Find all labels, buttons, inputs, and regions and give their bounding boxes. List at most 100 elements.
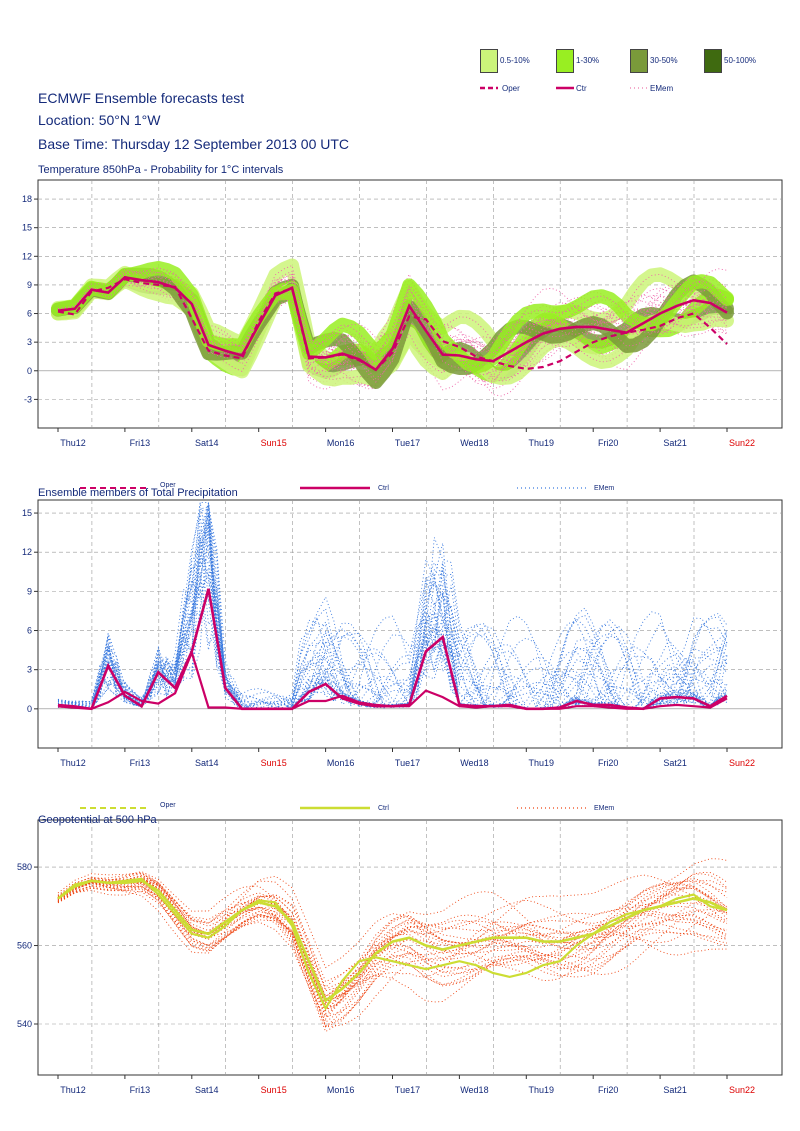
- chart-1-ensemble-member: [57, 513, 728, 710]
- chart-2-ensemble-member: [57, 875, 728, 983]
- chart-2-ensemble-member: [57, 889, 728, 1028]
- chart-1-ctrl-line: [57, 588, 728, 711]
- chart-2-oper-line: [57, 877, 728, 1011]
- legend-swatch-3: [704, 49, 722, 73]
- chart-0-xlabel-Fri13: Fri13: [130, 438, 151, 448]
- chart-0-xlabel-Mon16: Mon16: [327, 438, 355, 448]
- chart-1-ensemble-member: [57, 522, 728, 710]
- chart-1-xlabel-Tue17: Tue17: [395, 758, 420, 768]
- chart-2-ensemble-member: [57, 883, 728, 1033]
- chart-1-frame: [37, 499, 783, 749]
- chart-2-ensemble-member: [57, 878, 728, 990]
- legend-swatch-1: [556, 49, 574, 73]
- chart-0-xlabel-Fri20: Fri20: [598, 438, 619, 448]
- chart-1-ensemble-member: [57, 539, 728, 710]
- chart-1-ensemble-member: [57, 502, 728, 710]
- chart-1-xlabel-Thu12: Thu12: [60, 758, 86, 768]
- chart-1-ensemble-member: [57, 506, 728, 710]
- chart-2-ensemble-member: [57, 885, 728, 1028]
- chart-0-ensemble-member: [57, 270, 728, 369]
- chart-0-prob-band: [51, 261, 734, 374]
- chart-2-xlabel-Tue17: Tue17: [395, 1085, 420, 1095]
- chart-2-legend-ctrl-label: Ctrl: [378, 805, 389, 812]
- chart-2-ylabel: 560: [17, 941, 32, 951]
- chart-1-ensemble-member: [57, 502, 728, 710]
- chart-1-ylabel: 9: [27, 586, 32, 596]
- chart-1-legend-emem-label: EMem: [594, 485, 614, 492]
- chart-0-xlabel-Thu19: Thu19: [529, 438, 555, 448]
- chart-2-xlabel-Fri13: Fri13: [130, 1085, 151, 1095]
- chart-0-ylabel: 15: [22, 223, 32, 233]
- chart-1-ensemble-member: [57, 586, 728, 710]
- chart-1-ensemble-member: [57, 535, 728, 710]
- chart-1-ensemble-member: [57, 520, 728, 710]
- legend-label-2: 30-50%: [650, 56, 678, 65]
- chart-0-ylabel: 3: [27, 337, 32, 347]
- chart-1-xlabel-Sun15: Sun15: [261, 758, 287, 768]
- chart-0-ensemble-member: [57, 282, 728, 382]
- chart-1-ensemble-member: [57, 582, 728, 710]
- chart-0-ylabel: 12: [22, 251, 32, 261]
- chart-2-xlabel-Sat21: Sat21: [663, 1085, 687, 1095]
- chart-0-oper-line: [57, 278, 728, 372]
- chart-1-title: Ensemble members of Total Precipitation: [38, 487, 238, 499]
- chart-0-xlabel-Wed18: Wed18: [460, 438, 488, 448]
- chart-1-ensemble-member: [57, 567, 728, 710]
- chart-0-ensemble-member: [57, 268, 728, 360]
- chart-2-xlabel-Fri20: Fri20: [598, 1085, 619, 1095]
- chart-0-xlabel-Sat14: Sat14: [195, 438, 219, 448]
- chart-1-xlabel-Sun22: Sun22: [729, 758, 755, 768]
- legend-oper-label: Oper: [502, 84, 520, 93]
- legend-swatch-0: [480, 49, 498, 73]
- chart-1-ensemble-member: [57, 562, 728, 710]
- chart-2-frame: [37, 819, 783, 1076]
- chart-0-xlabel-Sun15: Sun15: [261, 438, 287, 448]
- chart-2-legend-emem-label: EMem: [594, 805, 614, 812]
- chart-1-ensemble-member: [57, 554, 728, 710]
- location-text: Location: 50°N 1°W: [38, 112, 161, 128]
- chart-0-ylabel: 0: [27, 366, 32, 376]
- chart-2-xlabel-Thu12: Thu12: [60, 1085, 86, 1095]
- chart-1-xlabel-Thu19: Thu19: [529, 758, 555, 768]
- chart-1-ensemble-member: [57, 502, 728, 710]
- legend-ctr-label: Ctr: [576, 84, 587, 93]
- chart-2-ylabel: 580: [17, 862, 32, 872]
- chart-0-xlabel-Sun22: Sun22: [729, 438, 755, 448]
- chart-1-ylabel: 6: [27, 626, 32, 636]
- chart-0-title: Temperature 850hPa - Probability for 1°C…: [38, 164, 284, 176]
- chart-0-xlabel-Thu12: Thu12: [60, 438, 86, 448]
- chart-0-xlabel-Tue17: Tue17: [395, 438, 420, 448]
- chart-1-ylabel: 0: [27, 704, 32, 714]
- chart-1-xlabel-Fri13: Fri13: [130, 758, 151, 768]
- legend-emem-label: EMem: [650, 84, 674, 93]
- chart-0-xlabel-Sat21: Sat21: [663, 438, 687, 448]
- chart-2-ylabel: 540: [17, 1019, 32, 1029]
- legend-line-samples: [480, 86, 648, 90]
- chart-1-xlabel-Sat21: Sat21: [663, 758, 687, 768]
- chart-1-xlabel-Sat14: Sat14: [195, 758, 219, 768]
- chart-0-frame: [37, 179, 783, 429]
- chart-1-ylabel: 15: [22, 508, 32, 518]
- chart-2-ensemble-member: [57, 882, 728, 1004]
- chart-0-ylabel: 18: [22, 194, 32, 204]
- chart-2-ensemble-member: [57, 874, 728, 992]
- chart-2-title: Geopotential at 500 hPa: [38, 814, 158, 826]
- chart-2-xlabel-Sun15: Sun15: [261, 1085, 287, 1095]
- chart-2-ensemble-member: [57, 875, 728, 1012]
- chart-1-ensemble-member: [57, 512, 728, 710]
- chart-1-xlabel-Fri20: Fri20: [598, 758, 619, 768]
- chart-1-ensemble-member: [57, 600, 728, 710]
- chart-1-ensemble-member: [58, 508, 728, 710]
- chart-1-ensemble-member: [57, 502, 728, 710]
- chart-1-ensemble-member: [57, 544, 728, 710]
- chart-1-ylabel: 12: [22, 547, 32, 557]
- chart-1-ensemble-member: [57, 512, 728, 710]
- chart-2-ensemble-member: [57, 885, 728, 1028]
- chart-1-legend-oper-label: Oper: [160, 482, 176, 489]
- chart-2-xlabel-Sun22: Sun22: [729, 1085, 755, 1095]
- chart-2-ensemble-member: [57, 884, 728, 1023]
- legend-label-1: 1-30%: [576, 56, 600, 65]
- chart-0-ylabel: 9: [27, 280, 32, 290]
- chart-0-ensemble-member: [57, 276, 728, 376]
